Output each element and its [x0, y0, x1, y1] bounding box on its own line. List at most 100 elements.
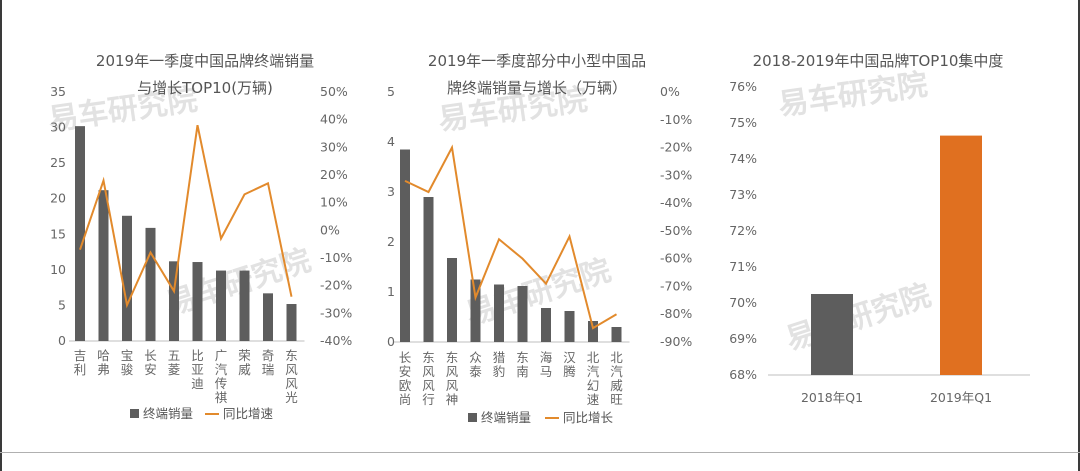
chart1-right-tick: 20%: [320, 167, 348, 182]
chart1-category-label: 比亚迪: [191, 348, 204, 391]
chart2-category-label: 东南: [516, 350, 529, 379]
chart1-category-label: 五菱: [168, 348, 181, 377]
chart2-legend-bar-swatch: [468, 413, 477, 422]
chart2-category-label: 猎豹: [493, 350, 506, 379]
chart1-bar-6: [192, 262, 203, 341]
chart3-title: 2018-2019年中国品牌TOP10集中度: [753, 52, 1004, 70]
chart2-category-label: 长安欧尚: [399, 350, 412, 407]
chart1-bar-9: [263, 293, 273, 341]
chart2-right-tick: -40%: [660, 195, 692, 210]
chart2-right-tick: -90%: [660, 334, 692, 349]
chart1-bar-1: [75, 126, 85, 341]
chart2-right-tick: 0%: [660, 84, 680, 99]
chart2-bar-1: [400, 149, 410, 342]
chart1-category-label: 宝骏: [121, 348, 134, 377]
chart2-category-label: 东风风神: [446, 350, 459, 407]
chart3-y-tick: 69%: [729, 331, 757, 346]
chart1-right-tick: 0%: [320, 222, 340, 237]
frame-bottom-border: [0, 452, 1080, 453]
chart1-left-tick: 10: [50, 262, 66, 277]
chart3-y-tick: 71%: [729, 259, 757, 274]
chart2-right-tick: -10%: [660, 112, 692, 127]
chart3-y-tick: 68%: [729, 367, 757, 382]
chart1-bar-2: [98, 190, 109, 341]
chart2-bar-2: [423, 197, 434, 342]
chart1-legend-bar-swatch: [130, 409, 139, 418]
chart1-left-tick: 15: [50, 226, 66, 241]
chart2-left-tick: 5: [387, 84, 395, 99]
chart2-legend-line-label: 同比增长: [563, 410, 614, 425]
chart1-right-tick: -20%: [320, 278, 352, 293]
chart1-right-tick: -40%: [320, 333, 352, 348]
frame-right-border: [1078, 0, 1080, 471]
chart2-right-tick: -50%: [660, 223, 692, 238]
chart2-bar-8: [564, 311, 575, 342]
chart1-category-label: 奇瑞: [262, 348, 275, 377]
chart2-bar-9: [588, 321, 598, 342]
chart1-right-tick: 10%: [320, 195, 348, 210]
chart2-bar-3: [447, 258, 457, 342]
chart1-category-label: 荣威: [238, 348, 251, 377]
chart1-title-line-1: 2019年一季度中国品牌终端销量: [96, 52, 314, 70]
chart1-growth-line: [79, 124, 293, 309]
chart2-growth-line: [404, 144, 618, 330]
chart2-category-label: 众泰: [469, 350, 482, 379]
chart2-bar-6: [517, 286, 528, 342]
chart1-bar-7: [216, 270, 226, 341]
chart1-left-tick: 25: [50, 155, 66, 170]
chart3-y-tick: 75%: [729, 115, 757, 130]
chart2-category-label: 北汽幻速: [587, 350, 600, 407]
chart2-bar-4: [470, 279, 481, 342]
chart1-bar-8: [239, 270, 250, 341]
chart3-category-label-2: 2019年Q1: [930, 390, 992, 405]
chart1-right-tick: -30%: [320, 305, 352, 320]
watermark-5: 易车研究院: [782, 278, 935, 358]
chart2-right-tick: -30%: [660, 167, 692, 182]
chart1-category-label: 广汽传祺: [215, 348, 228, 405]
chart2-title-line-2: 牌终端销量与增长（万辆）: [447, 79, 627, 97]
chart2-bar-5: [494, 284, 504, 342]
chart2-left-tick: 2: [387, 234, 395, 249]
chart2-bar-7: [541, 308, 551, 342]
chart3-bar-1: [811, 294, 853, 375]
chart2-left-tick: 4: [387, 134, 395, 149]
chart1-left-tick: 35: [50, 84, 66, 99]
chart1-category-label: 哈弗: [97, 348, 110, 377]
chart2-left-tick: 0: [387, 334, 395, 349]
chart2-right-tick: -80%: [660, 306, 692, 321]
chart1-left-tick: 30: [50, 120, 66, 135]
chart3-y-tick: 70%: [729, 295, 757, 310]
chart2-category-label: 海马: [540, 350, 553, 379]
chart1-bar-4: [145, 227, 156, 341]
chart1-legend-bar-label: 终端销量: [143, 406, 193, 421]
chart2-category-label: 汉腾: [563, 350, 576, 379]
chart2-right-tick: -70%: [660, 278, 692, 293]
chart1-category-label: 吉利: [74, 348, 87, 377]
chart1-title-line-2: 与增长TOP10(万辆): [137, 79, 273, 97]
chart1-right-tick: 40%: [320, 112, 348, 127]
chart1-left-tick: 20: [50, 191, 66, 206]
chart1-right-tick: -10%: [320, 250, 352, 265]
chart2-legend-bar-label: 终端销量: [481, 410, 531, 425]
chart3-category-label-1: 2018年Q1: [801, 390, 863, 405]
chart1-category-label: 长安: [144, 348, 157, 377]
chart2-left-tick: 1: [387, 284, 395, 299]
chart3-y-tick: 74%: [729, 151, 757, 166]
chart1-category-label: 东风风光: [285, 348, 298, 405]
chart1-bar-3: [122, 215, 132, 341]
chart1-right-tick: 30%: [320, 139, 348, 154]
chart3-y-tick: 76%: [729, 79, 757, 94]
chart1-bar-5: [169, 261, 179, 341]
chart3-y-tick: 73%: [729, 187, 757, 202]
chart2-right-tick: -60%: [660, 251, 692, 266]
chart2-right-tick: -20%: [660, 140, 692, 155]
chart1-left-tick: 5: [58, 297, 66, 312]
chart1-bar-10: [286, 304, 297, 341]
chart2-category-label: 东风风行: [422, 350, 435, 407]
chart1-right-tick: 50%: [320, 84, 348, 99]
watermark-4: 易车研究院: [776, 67, 929, 123]
chart3-y-tick: 72%: [729, 223, 757, 238]
chart2-left-tick: 3: [387, 184, 395, 199]
chart3-bar-2: [940, 135, 982, 375]
